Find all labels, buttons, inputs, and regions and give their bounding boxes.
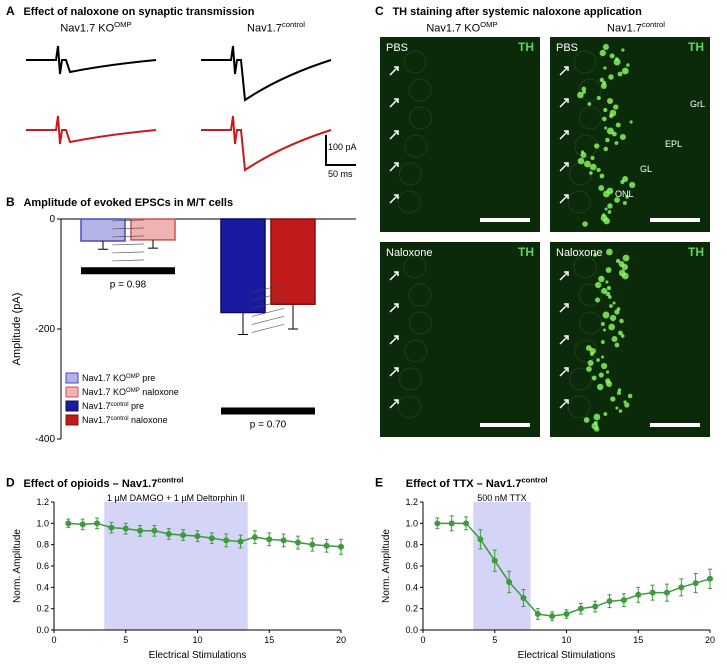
svg-text:ONL: ONL — [615, 189, 634, 199]
panel-b-title: Amplitude of evoked EPSCs in M/T cells — [23, 197, 233, 209]
panel-d-chart: 1 µM DAMGO + 1 µM Deltorphin II 0.0 0.2 0.4… — [6, 490, 361, 665]
panel-a-cols: Nav1.7 KOOMP Nav1.7control — [6, 20, 366, 35]
panel-a-header: A Effect of naloxone on synaptic transmi… — [6, 4, 366, 18]
panel-c-col2-title: Nav1.7control — [549, 20, 723, 35]
svg-text:0.2: 0.2 — [36, 603, 49, 613]
svg-text:0.6: 0.6 — [405, 561, 418, 571]
svg-text:0: 0 — [51, 635, 56, 645]
panel-d-title: Effect of opioids – Nav1.7control — [23, 478, 183, 490]
svg-text:1.2: 1.2 — [36, 497, 49, 507]
svg-text:TH: TH — [518, 40, 534, 54]
svg-text:1.2: 1.2 — [405, 497, 418, 507]
svg-text:0.2: 0.2 — [405, 603, 418, 613]
svg-text:1.0: 1.0 — [36, 518, 49, 528]
panel-b: B Amplitude of evoked EPSCs in M/T cells… — [6, 195, 366, 464]
svg-text:PBS: PBS — [386, 42, 408, 54]
svg-text:Nav1.7 KOOMP naloxone: Nav1.7 KOOMP naloxone — [82, 387, 179, 397]
svg-text:Nav1.7control pre: Nav1.7control pre — [82, 401, 144, 411]
svg-text:GrL: GrL — [690, 99, 705, 109]
svg-text:1.0: 1.0 — [405, 518, 418, 528]
svg-text:0.8: 0.8 — [405, 539, 418, 549]
svg-text:Nav1.7control naloxone: Nav1.7control naloxone — [82, 415, 168, 425]
svg-text:-400: -400 — [35, 434, 55, 445]
svg-text:0: 0 — [420, 635, 425, 645]
panel-d-label: D — [6, 476, 15, 490]
panel-a-title: Effect of naloxone on synaptic transmiss… — [23, 6, 254, 18]
panel-a-col1-title: Nav1.7 KOOMP — [6, 20, 186, 35]
svg-text:0.4: 0.4 — [405, 582, 418, 592]
svg-text:1 µM DAMGO + 1 µM Deltorphin I: 1 µM DAMGO + 1 µM Deltorphin II — [107, 493, 245, 503]
panel-c-title: TH staining after systemic naloxone appl… — [392, 6, 641, 18]
svg-text:15: 15 — [264, 635, 274, 645]
panel-c-header: C TH staining after systemic naloxone ap… — [375, 4, 723, 18]
panel-b-label: B — [6, 195, 15, 209]
svg-text:TH: TH — [688, 40, 704, 54]
panel-d-header: D Effect of opioids – Nav1.7control — [6, 475, 361, 490]
svg-text:Amplitude (pA): Amplitude (pA) — [11, 293, 23, 366]
svg-text:100 pA: 100 pA — [328, 142, 357, 152]
svg-text:Nav1.7 KOOMP pre: Nav1.7 KOOMP pre — [82, 373, 155, 383]
svg-text:20: 20 — [336, 635, 346, 645]
svg-text:50 ms: 50 ms — [328, 169, 353, 179]
panel-c-label: C — [375, 4, 384, 18]
svg-text:-200: -200 — [35, 324, 55, 335]
panel-e: E Effect of TTX – Nav1.7control 500 nM T… — [375, 475, 725, 665]
svg-text:0.0: 0.0 — [36, 625, 49, 635]
svg-text:Electrical Stimulations: Electrical Stimulations — [518, 650, 616, 661]
svg-text:20: 20 — [705, 635, 715, 645]
svg-text:0.0: 0.0 — [405, 625, 418, 635]
panel-d: D Effect of opioids – Nav1.7control 1 µM… — [6, 475, 361, 665]
panel-e-chart: 500 nM TTX 0.0 0.2 0.4 0.6 0.8 1.0 1.2 0 5 10 15 20 E… — [375, 490, 725, 665]
svg-text:Naloxone: Naloxone — [556, 247, 602, 259]
svg-text:Naloxone: Naloxone — [386, 247, 432, 259]
panel-a-label: A — [6, 4, 15, 18]
panel-a-traces: 100 pA 50 ms — [6, 35, 366, 190]
svg-text:10: 10 — [561, 635, 571, 645]
panel-c: C TH staining after systemic naloxone ap… — [375, 4, 723, 455]
svg-text:10: 10 — [192, 635, 202, 645]
svg-text:p = 0.98: p = 0.98 — [110, 279, 147, 290]
svg-text:Norm. Amplitude: Norm. Amplitude — [381, 528, 392, 602]
panel-e-label: E — [375, 476, 383, 490]
panel-a-col2-title: Nav1.7control — [186, 20, 366, 35]
svg-text:Electrical Stimulations: Electrical Stimulations — [149, 650, 247, 661]
svg-text:GL: GL — [640, 164, 652, 174]
svg-text:0.6: 0.6 — [36, 561, 49, 571]
svg-text:p = 0.70: p = 0.70 — [250, 420, 287, 431]
svg-text:15: 15 — [633, 635, 643, 645]
svg-text:5: 5 — [123, 635, 128, 645]
panel-e-title: Effect of TTX – Nav1.7control — [406, 478, 548, 490]
panel-c-cols: Nav1.7 KOOMP Nav1.7control — [375, 20, 723, 35]
svg-text:TH: TH — [518, 245, 534, 259]
svg-text:PBS: PBS — [556, 42, 578, 54]
panel-c-images: PBS TH PBS TH ONL GL EPL GrL Naloxone TH Naloxone T… — [375, 35, 723, 455]
svg-text:TH: TH — [688, 245, 704, 259]
svg-text:EPL: EPL — [665, 139, 682, 149]
panel-e-header: E Effect of TTX – Nav1.7control — [375, 475, 725, 490]
svg-text:0: 0 — [49, 214, 55, 225]
svg-text:500 nM TTX: 500 nM TTX — [477, 493, 526, 503]
svg-text:5: 5 — [492, 635, 497, 645]
panel-b-chart: 0 -200 -400 Amplitude (pA) p = 0.98 p = 0.70 N… — [6, 209, 366, 464]
svg-text:0.4: 0.4 — [36, 582, 49, 592]
svg-text:Norm. Amplitude: Norm. Amplitude — [12, 528, 23, 602]
svg-text:0.8: 0.8 — [36, 539, 49, 549]
panel-c-col1-title: Nav1.7 KOOMP — [375, 20, 549, 35]
panel-b-header: B Amplitude of evoked EPSCs in M/T cells — [6, 195, 366, 209]
panel-a: A Effect of naloxone on synaptic transmi… — [6, 4, 366, 190]
